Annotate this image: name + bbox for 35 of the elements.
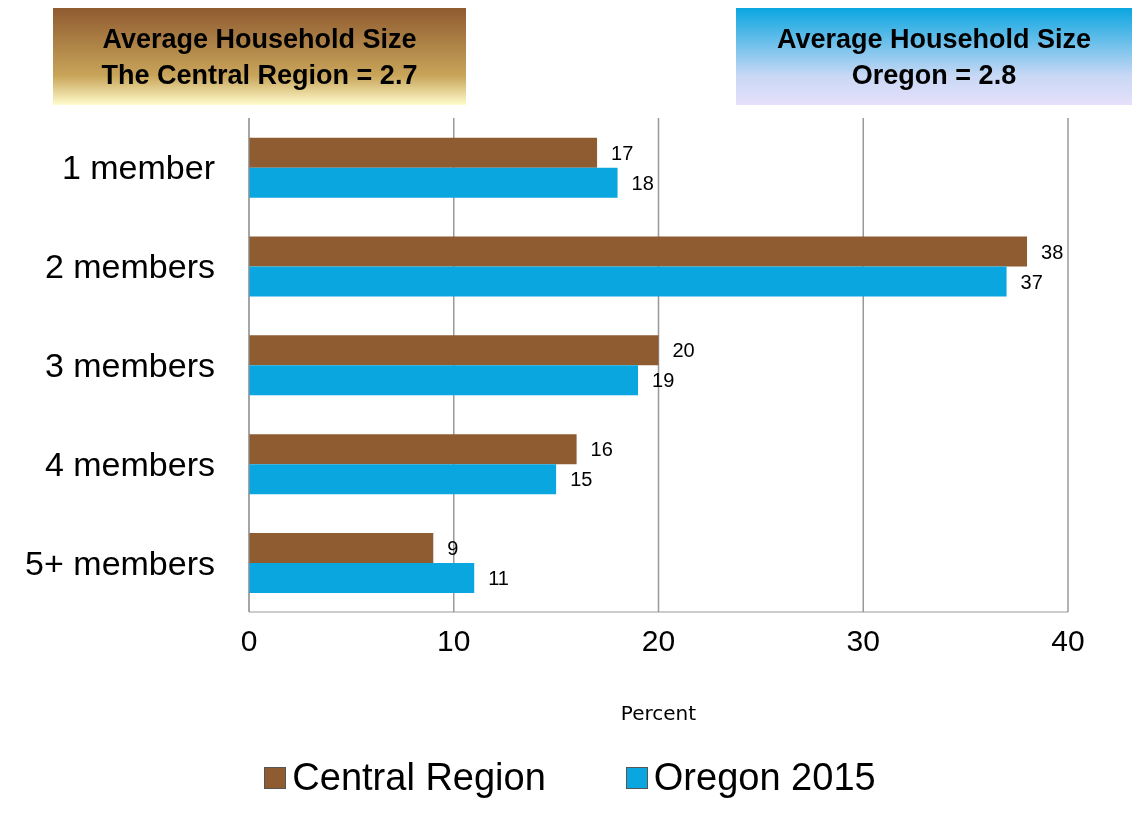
x-tick-label: 30 [846, 624, 880, 658]
data-label: 37 [1020, 270, 1043, 293]
bar [249, 434, 577, 465]
y-tick-label: 5+ members [25, 543, 215, 582]
y-tick-label: 4 members [44, 444, 215, 483]
text: Average Household Size The Central Region = 2.7 [53, 8, 466, 105]
data-label: 9 [447, 537, 459, 560]
data-label: 19 [652, 369, 675, 392]
data-label: 11 [488, 567, 509, 590]
x-tick-label: 10 [437, 624, 471, 658]
data-label: 16 [590, 438, 613, 461]
bar [249, 266, 1007, 297]
bar [249, 365, 639, 396]
data-label: 15 [570, 468, 593, 491]
x-tick-label: 20 [641, 624, 676, 658]
bar [249, 137, 598, 168]
bar [249, 532, 434, 563]
y-tick-label: 1 member [61, 148, 215, 187]
text: Average Household Size Oregon = 2.8 [736, 8, 1132, 105]
x-tick-label: 40 [1051, 624, 1085, 658]
legend-label: Oregon 2015 [652, 756, 876, 799]
bar [249, 236, 1028, 267]
data-label: 38 [1041, 240, 1064, 263]
y-tick-label: 2 members [44, 247, 215, 286]
x-tick-label: 0 [240, 624, 258, 658]
data-label: 17 [611, 141, 634, 164]
bar [249, 335, 659, 366]
bar [249, 464, 557, 495]
data-label: 20 [672, 339, 695, 362]
bar [249, 562, 475, 593]
legend-label: Central Region [291, 756, 546, 799]
data-label: 18 [631, 171, 654, 194]
y-tick-label: 3 members [44, 346, 215, 385]
bar [249, 167, 618, 198]
x-axis-title: Percent [620, 701, 697, 725]
